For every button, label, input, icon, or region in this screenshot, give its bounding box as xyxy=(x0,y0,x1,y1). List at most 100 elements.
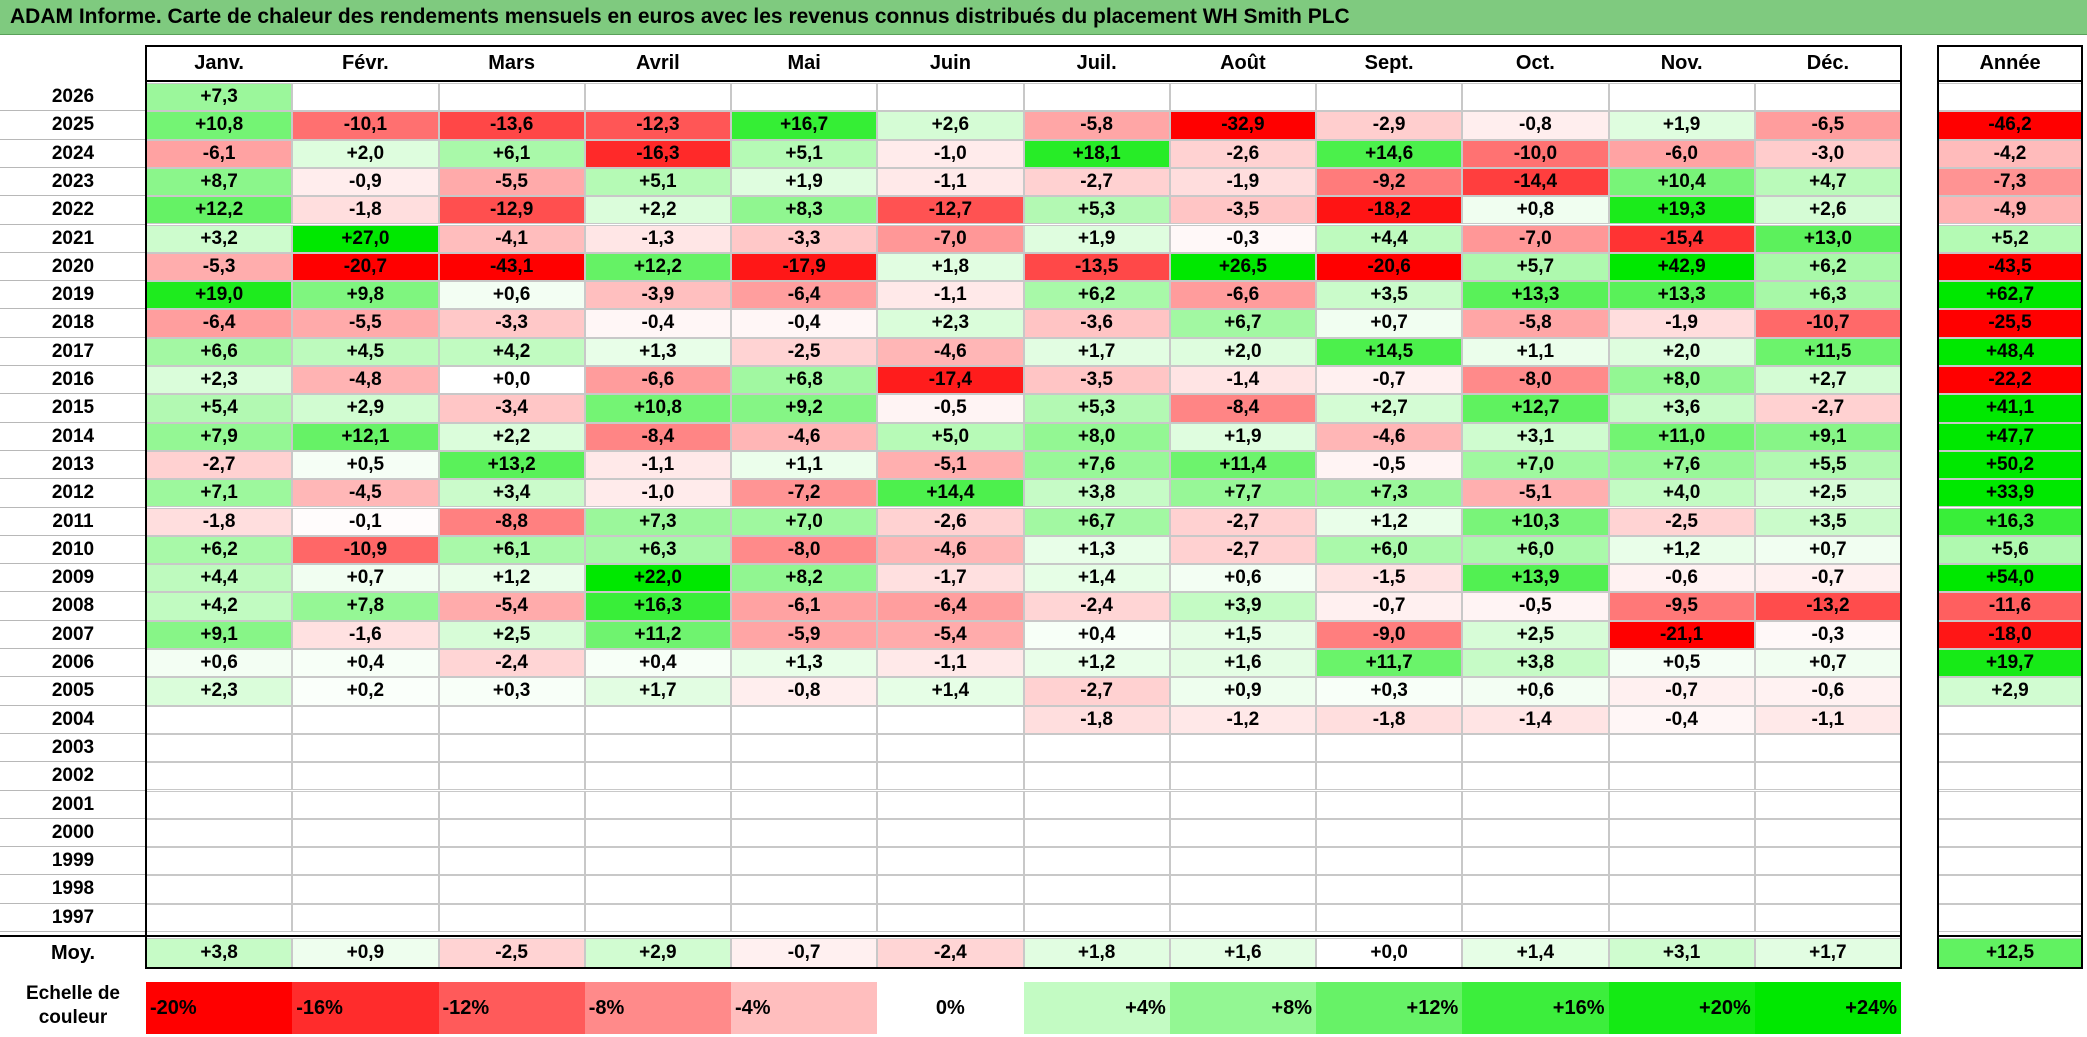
heatmap-cell xyxy=(1023,847,1170,876)
heatmap-cell: +0,4 xyxy=(292,649,439,678)
heatmap-cell: -2,5 xyxy=(1608,507,1755,536)
heatmap-cell: -9,5 xyxy=(1608,592,1755,621)
heatmap-cell: +2,5 xyxy=(1754,479,1901,508)
month-header: Août xyxy=(1220,52,1266,74)
annual-cell: -43,5 xyxy=(1938,252,2082,282)
heatmap-cell: +9,8 xyxy=(292,281,439,310)
heatmap-cell: -13,2 xyxy=(1754,592,1901,621)
row-divider xyxy=(0,534,146,536)
heatmap-cell: +19,3 xyxy=(1608,196,1755,225)
header-underline xyxy=(146,80,1901,82)
heatmap-cell: +14,6 xyxy=(1316,139,1463,168)
heatmap-cell xyxy=(1169,83,1316,112)
average-cell: +1,4 xyxy=(1462,938,1609,968)
heatmap-cell: +2,6 xyxy=(1754,196,1901,225)
heatmap-cell: -13,6 xyxy=(438,111,585,140)
heatmap-cell xyxy=(1316,762,1463,791)
heatmap-cell: -2,6 xyxy=(1169,139,1316,168)
heatmap-cell: +0,3 xyxy=(438,677,585,706)
year-label: 2006 xyxy=(51,652,95,673)
heatmap-cell: +2,3 xyxy=(877,309,1024,338)
month-header: Sept. xyxy=(1364,52,1414,74)
heatmap-cell: +13,2 xyxy=(438,450,585,480)
heatmap-cell xyxy=(1023,733,1170,763)
row-divider xyxy=(0,846,146,848)
heatmap-cell xyxy=(584,790,731,819)
heatmap-cell: +8,2 xyxy=(731,564,878,593)
heatmap-cell xyxy=(731,790,878,819)
heatmap-cell: +7,3 xyxy=(584,507,731,536)
average-cell: +0,0 xyxy=(1316,938,1463,968)
heatmap-cell: +1,2 xyxy=(1608,535,1755,565)
heatmap-cell: +8,0 xyxy=(1608,366,1755,395)
heatmap-cell xyxy=(877,847,1024,876)
row-divider xyxy=(0,421,146,423)
heatmap-cell: -10,1 xyxy=(292,111,439,140)
heatmap-cell xyxy=(146,903,293,932)
heatmap-cell xyxy=(1754,903,1901,932)
heatmap-cell: +0,6 xyxy=(438,281,585,310)
heatmap-cell xyxy=(1608,847,1755,876)
average-separator xyxy=(0,935,1901,937)
heatmap-cell xyxy=(584,733,731,763)
month-header: Mars xyxy=(488,52,535,74)
heatmap-cell: +13,9 xyxy=(1462,564,1609,593)
row-divider xyxy=(0,449,146,451)
heatmap-cell: +11,0 xyxy=(1608,422,1755,451)
heatmap-cell: -5,8 xyxy=(1023,111,1170,140)
heatmap-cell: -0,4 xyxy=(584,309,731,338)
heatmap-cell: +1,1 xyxy=(731,450,878,480)
heatmap-cell: +1,9 xyxy=(731,167,878,197)
heatmap-cell xyxy=(438,847,585,876)
heatmap-cell xyxy=(877,705,1024,734)
heatmap-cell: +27,0 xyxy=(292,224,439,253)
heatmap-cell xyxy=(1169,903,1316,932)
heatmap-cell: +2,3 xyxy=(146,677,293,706)
heatmap-cell: +2,6 xyxy=(877,111,1024,140)
heatmap-cell: +2,2 xyxy=(584,196,731,225)
heatmap-cell: -2,9 xyxy=(1316,111,1463,140)
heatmap-cell: +1,4 xyxy=(1023,564,1170,593)
heatmap-cell: -5,4 xyxy=(877,620,1024,649)
year-label: 2004 xyxy=(51,708,95,730)
annual-cell xyxy=(1938,790,2082,819)
heatmap-cell: -20,6 xyxy=(1316,252,1463,282)
heatmap-cell: +12,1 xyxy=(292,422,439,451)
heatmap-cell xyxy=(584,903,731,932)
month-header: Juil. xyxy=(1076,52,1117,74)
heatmap-cell: -1,1 xyxy=(877,649,1024,678)
year-label: 2026 xyxy=(51,86,95,107)
average-cell: -2,5 xyxy=(438,938,585,968)
year-label: 2005 xyxy=(51,680,95,702)
heatmap-cell xyxy=(877,790,1024,819)
heatmap-cell: -8,4 xyxy=(1169,394,1316,423)
annual-cell xyxy=(1938,762,2082,791)
heatmap-cell xyxy=(584,847,731,876)
heatmap-cell xyxy=(1462,818,1609,848)
heatmap-cell: -43,1 xyxy=(438,252,585,282)
heatmap-cell: -4,6 xyxy=(1316,422,1463,451)
annual-cell: +47,7 xyxy=(1938,422,2082,451)
year-label: 2023 xyxy=(51,170,95,192)
heatmap-cell xyxy=(146,818,293,848)
heatmap-cell: +1,9 xyxy=(1608,111,1755,140)
heatmap-cell xyxy=(1169,733,1316,763)
average-annual-separator xyxy=(1938,935,2082,937)
heatmap-cell xyxy=(731,847,878,876)
heatmap-cell: -1,6 xyxy=(292,620,439,649)
heatmap-cell: +0,3 xyxy=(1316,677,1463,706)
heatmap-cell: +7,3 xyxy=(146,83,293,112)
annual-cell xyxy=(1938,705,2082,734)
average-cell: +3,8 xyxy=(146,938,293,968)
heatmap-cell xyxy=(1169,790,1316,819)
heatmap-cell: +7,9 xyxy=(146,422,293,451)
heatmap-cell xyxy=(1316,733,1463,763)
heatmap-cell: -0,7 xyxy=(1316,592,1463,621)
row-divider xyxy=(0,874,146,876)
heatmap-cell: +3,1 xyxy=(1462,422,1609,451)
heatmap-cell: -6,4 xyxy=(877,592,1024,621)
annual-cell: +5,6 xyxy=(1938,535,2082,565)
heatmap-cell: -8,4 xyxy=(584,422,731,451)
heatmap-cell: -5,5 xyxy=(292,309,439,338)
row-divider xyxy=(0,166,146,168)
